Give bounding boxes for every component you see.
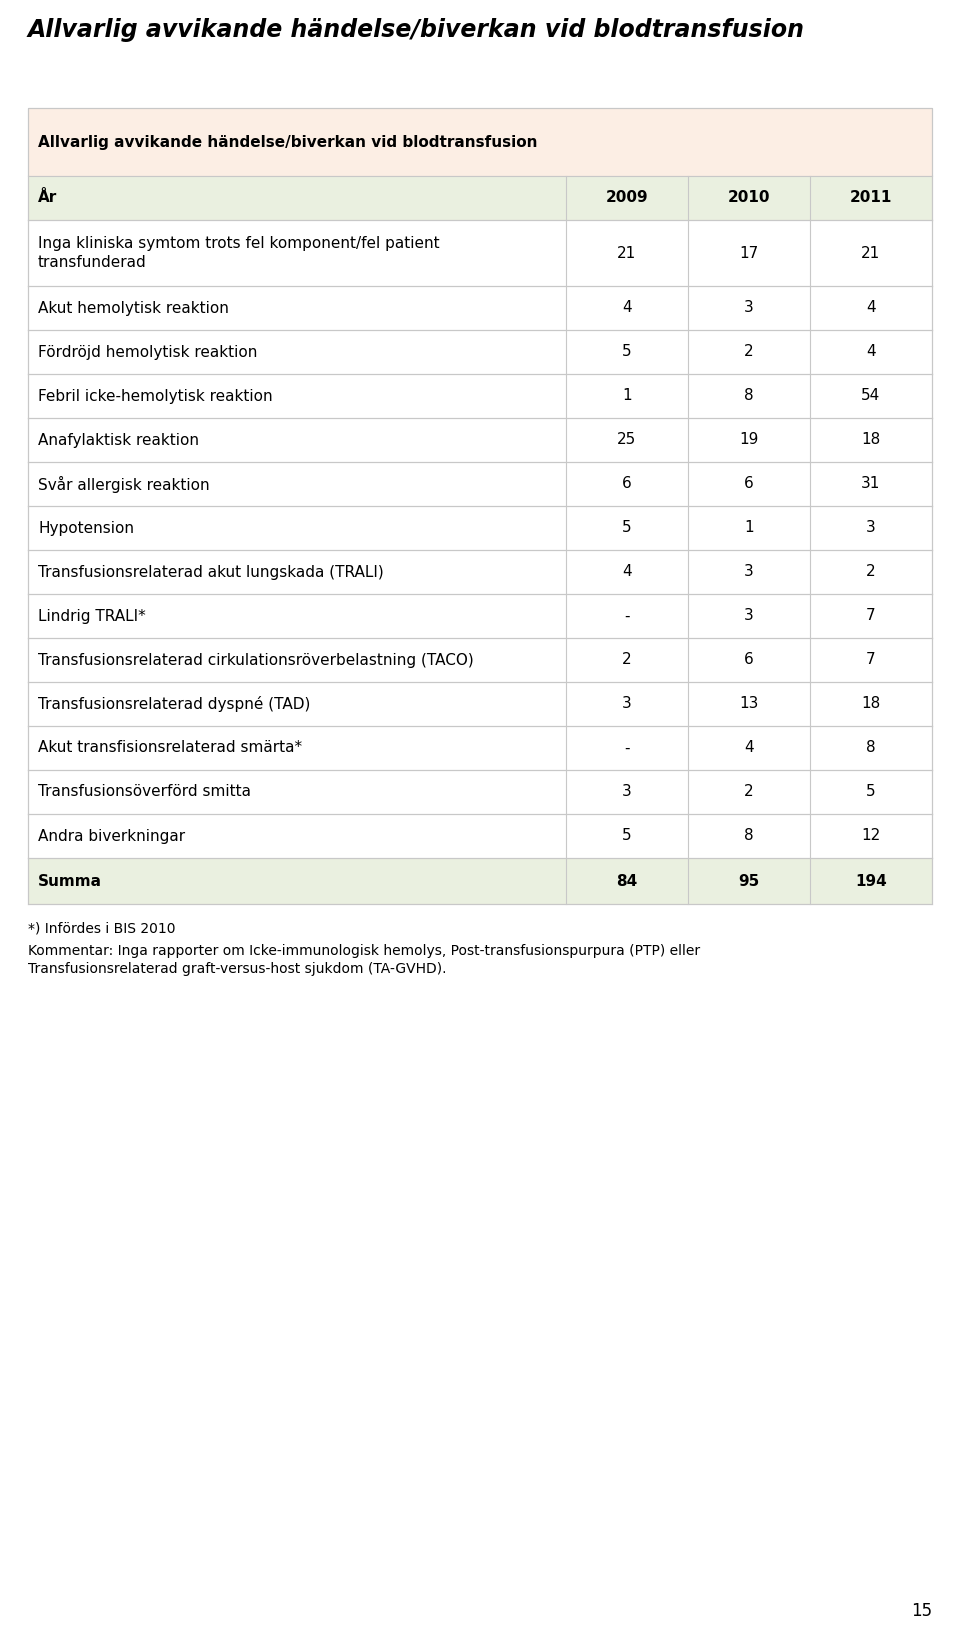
Text: Transfusionsrelaterad dyspné (TAD): Transfusionsrelaterad dyspné (TAD): [38, 696, 310, 712]
Bar: [28, 418, 932, 463]
Text: Fördröjd hemolytisk reaktion: Fördröjd hemolytisk reaktion: [38, 345, 257, 359]
Text: 6: 6: [744, 653, 754, 668]
Text: 3: 3: [744, 609, 754, 624]
Text: 2009: 2009: [606, 190, 648, 205]
Bar: [28, 220, 932, 286]
Text: 5: 5: [866, 784, 876, 799]
Text: Hypotension: Hypotension: [38, 520, 134, 535]
Text: 4: 4: [622, 300, 632, 315]
Bar: [28, 463, 932, 505]
Text: 5: 5: [622, 829, 632, 843]
Bar: [28, 858, 932, 904]
Text: Febril icke-hemolytisk reaktion: Febril icke-hemolytisk reaktion: [38, 389, 273, 404]
Text: 1: 1: [744, 520, 754, 535]
Text: 5: 5: [622, 520, 632, 535]
Text: 3: 3: [622, 696, 632, 712]
Text: 13: 13: [739, 696, 758, 712]
Text: 7: 7: [866, 609, 876, 624]
Text: Svår allergisk reaktion: Svår allergisk reaktion: [38, 476, 209, 492]
Text: 21: 21: [861, 246, 880, 261]
Bar: [28, 814, 932, 858]
Text: 25: 25: [617, 433, 636, 448]
Bar: [28, 108, 932, 176]
Text: 2011: 2011: [850, 190, 892, 205]
Text: Inga kliniska symtom trots fel komponent/fel patient
transfunderad: Inga kliniska symtom trots fel komponent…: [38, 236, 440, 269]
Text: Summa: Summa: [38, 873, 102, 888]
Text: 2010: 2010: [728, 190, 770, 205]
Text: Anafylaktisk reaktion: Anafylaktisk reaktion: [38, 433, 199, 448]
Text: 84: 84: [616, 873, 637, 888]
Text: 3: 3: [866, 520, 876, 535]
Bar: [28, 176, 932, 220]
Text: 4: 4: [622, 565, 632, 579]
Text: Lindrig TRALI*: Lindrig TRALI*: [38, 609, 146, 624]
Text: 17: 17: [739, 246, 758, 261]
Bar: [28, 330, 932, 374]
Text: 19: 19: [739, 433, 758, 448]
Bar: [28, 638, 932, 683]
Bar: [28, 286, 932, 330]
Text: Transfusionsrelaterad akut lungskada (TRALI): Transfusionsrelaterad akut lungskada (TR…: [38, 565, 384, 579]
Bar: [28, 770, 932, 814]
Text: 18: 18: [861, 696, 880, 712]
Text: 12: 12: [861, 829, 880, 843]
Text: 6: 6: [744, 476, 754, 492]
Bar: [28, 594, 932, 638]
Text: 7: 7: [866, 653, 876, 668]
Text: 4: 4: [866, 345, 876, 359]
Text: 4: 4: [866, 300, 876, 315]
Text: 15: 15: [911, 1602, 932, 1620]
Text: 194: 194: [855, 873, 887, 888]
Text: 8: 8: [866, 740, 876, 755]
Text: -: -: [624, 609, 630, 624]
Text: 8: 8: [744, 829, 754, 843]
Text: *) Infördes i BIS 2010: *) Infördes i BIS 2010: [28, 922, 176, 935]
Bar: [28, 108, 932, 904]
Text: Akut hemolytisk reaktion: Akut hemolytisk reaktion: [38, 300, 228, 315]
Text: 3: 3: [744, 565, 754, 579]
Text: 54: 54: [861, 389, 880, 404]
Text: 2: 2: [866, 565, 876, 579]
Text: Allvarlig avvikande händelse/biverkan vid blodtransfusion: Allvarlig avvikande händelse/biverkan vi…: [28, 18, 805, 43]
Text: 3: 3: [622, 784, 632, 799]
Text: Transfusionsrelaterad cirkulationsröverbelastning (TACO): Transfusionsrelaterad cirkulationsröverb…: [38, 653, 473, 668]
Bar: [28, 725, 932, 770]
Text: 6: 6: [622, 476, 632, 492]
Text: 2: 2: [622, 653, 632, 668]
Text: 21: 21: [617, 246, 636, 261]
Text: 18: 18: [861, 433, 880, 448]
Text: 5: 5: [622, 345, 632, 359]
Text: 2: 2: [744, 784, 754, 799]
Text: Andra biverkningar: Andra biverkningar: [38, 829, 185, 843]
Bar: [28, 505, 932, 550]
Text: Transfusionsöverförd smitta: Transfusionsöverförd smitta: [38, 784, 251, 799]
Text: 3: 3: [744, 300, 754, 315]
Text: 8: 8: [744, 389, 754, 404]
Text: År: År: [38, 190, 58, 205]
Text: 2: 2: [744, 345, 754, 359]
Bar: [28, 550, 932, 594]
Text: Kommentar: Inga rapporter om Icke-immunologisk hemolys, Post-transfusionspurpura: Kommentar: Inga rapporter om Icke-immuno…: [28, 944, 700, 976]
Text: 4: 4: [744, 740, 754, 755]
Text: 31: 31: [861, 476, 880, 492]
Text: -: -: [624, 740, 630, 755]
Bar: [28, 374, 932, 418]
Text: Allvarlig avvikande händelse/biverkan vid blodtransfusion: Allvarlig avvikande händelse/biverkan vi…: [38, 135, 538, 149]
Text: 1: 1: [622, 389, 632, 404]
Bar: [28, 683, 932, 725]
Text: Akut transfisionsrelaterad smärta*: Akut transfisionsrelaterad smärta*: [38, 740, 302, 755]
Text: 95: 95: [738, 873, 759, 888]
